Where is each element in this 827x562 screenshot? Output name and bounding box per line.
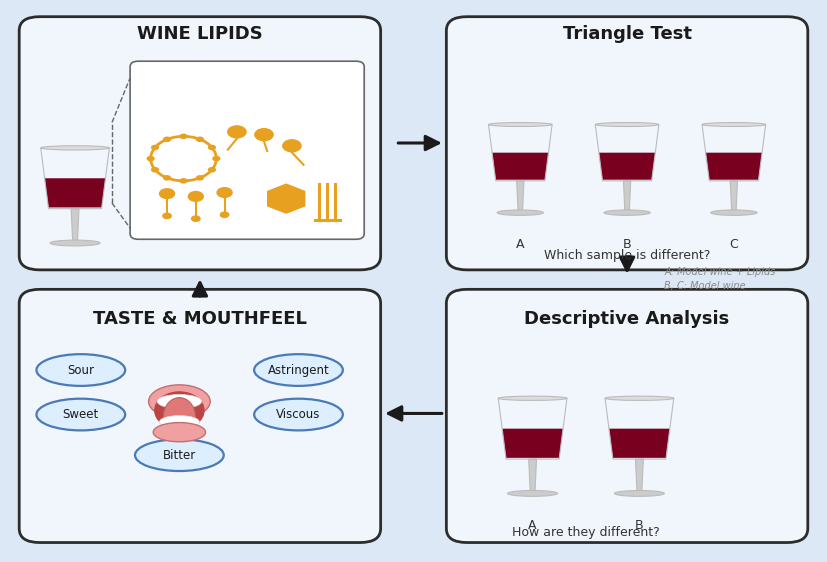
Circle shape xyxy=(282,139,302,152)
Ellipse shape xyxy=(135,439,224,471)
FancyBboxPatch shape xyxy=(19,17,380,270)
Circle shape xyxy=(196,137,204,142)
Ellipse shape xyxy=(254,354,343,386)
Circle shape xyxy=(179,178,188,184)
Polygon shape xyxy=(730,181,738,212)
Polygon shape xyxy=(599,153,655,180)
Ellipse shape xyxy=(499,396,567,400)
Text: Sweet: Sweet xyxy=(63,408,99,421)
Text: Triangle Test: Triangle Test xyxy=(562,25,691,43)
Ellipse shape xyxy=(702,123,766,126)
FancyBboxPatch shape xyxy=(447,289,808,542)
Circle shape xyxy=(254,128,274,141)
Text: A: A xyxy=(528,519,537,532)
Ellipse shape xyxy=(50,240,100,246)
Circle shape xyxy=(163,175,171,180)
Ellipse shape xyxy=(605,396,674,400)
Ellipse shape xyxy=(508,491,557,496)
Text: B: B xyxy=(623,238,631,251)
Polygon shape xyxy=(502,429,563,458)
Circle shape xyxy=(227,125,246,139)
Ellipse shape xyxy=(164,398,195,436)
Polygon shape xyxy=(635,459,643,493)
Circle shape xyxy=(151,167,159,173)
Circle shape xyxy=(196,175,204,180)
Text: A: A xyxy=(516,238,524,251)
Polygon shape xyxy=(517,181,523,212)
Ellipse shape xyxy=(710,210,757,215)
FancyBboxPatch shape xyxy=(447,17,808,270)
Ellipse shape xyxy=(595,123,659,126)
Circle shape xyxy=(159,188,175,199)
Text: Which sample is different?: Which sample is different? xyxy=(544,249,710,262)
Text: WINE LIPIDS: WINE LIPIDS xyxy=(137,25,263,43)
Circle shape xyxy=(217,187,232,198)
Polygon shape xyxy=(705,153,762,180)
Ellipse shape xyxy=(614,491,664,496)
FancyBboxPatch shape xyxy=(19,289,380,542)
Text: Sour: Sour xyxy=(67,364,94,377)
Circle shape xyxy=(188,191,204,202)
Ellipse shape xyxy=(157,395,202,409)
Circle shape xyxy=(208,167,216,173)
Text: How are they different?: How are they different? xyxy=(512,526,660,539)
Text: C: C xyxy=(729,238,739,251)
Circle shape xyxy=(146,156,155,161)
Ellipse shape xyxy=(36,398,125,430)
Text: Descriptive Analysis: Descriptive Analysis xyxy=(524,310,729,328)
FancyBboxPatch shape xyxy=(130,61,364,239)
Ellipse shape xyxy=(604,210,650,215)
Text: Astringent: Astringent xyxy=(268,364,329,377)
Circle shape xyxy=(162,212,172,219)
Ellipse shape xyxy=(160,415,199,428)
Polygon shape xyxy=(609,429,670,458)
Text: A: Model wine + Lipids
B, C: Model wine: A: Model wine + Lipids B, C: Model wine xyxy=(664,268,776,291)
Text: TASTE & MOUTHFEEL: TASTE & MOUTHFEEL xyxy=(93,310,307,328)
Circle shape xyxy=(213,156,221,161)
Circle shape xyxy=(179,134,188,139)
Ellipse shape xyxy=(489,123,552,126)
Circle shape xyxy=(151,144,159,150)
Circle shape xyxy=(163,137,171,142)
Ellipse shape xyxy=(153,423,206,442)
Ellipse shape xyxy=(41,146,109,150)
Ellipse shape xyxy=(149,385,210,418)
Text: Bitter: Bitter xyxy=(163,448,196,461)
Ellipse shape xyxy=(36,354,125,386)
Text: Viscous: Viscous xyxy=(276,408,321,421)
Ellipse shape xyxy=(154,391,204,429)
Text: B: B xyxy=(635,519,643,532)
Circle shape xyxy=(220,211,230,218)
Polygon shape xyxy=(268,184,304,213)
Polygon shape xyxy=(492,153,548,180)
Polygon shape xyxy=(624,181,631,212)
Polygon shape xyxy=(528,459,537,493)
Polygon shape xyxy=(71,209,79,243)
Polygon shape xyxy=(45,178,106,207)
Ellipse shape xyxy=(497,210,543,215)
Circle shape xyxy=(191,215,201,222)
Ellipse shape xyxy=(254,398,343,430)
Circle shape xyxy=(208,144,216,150)
